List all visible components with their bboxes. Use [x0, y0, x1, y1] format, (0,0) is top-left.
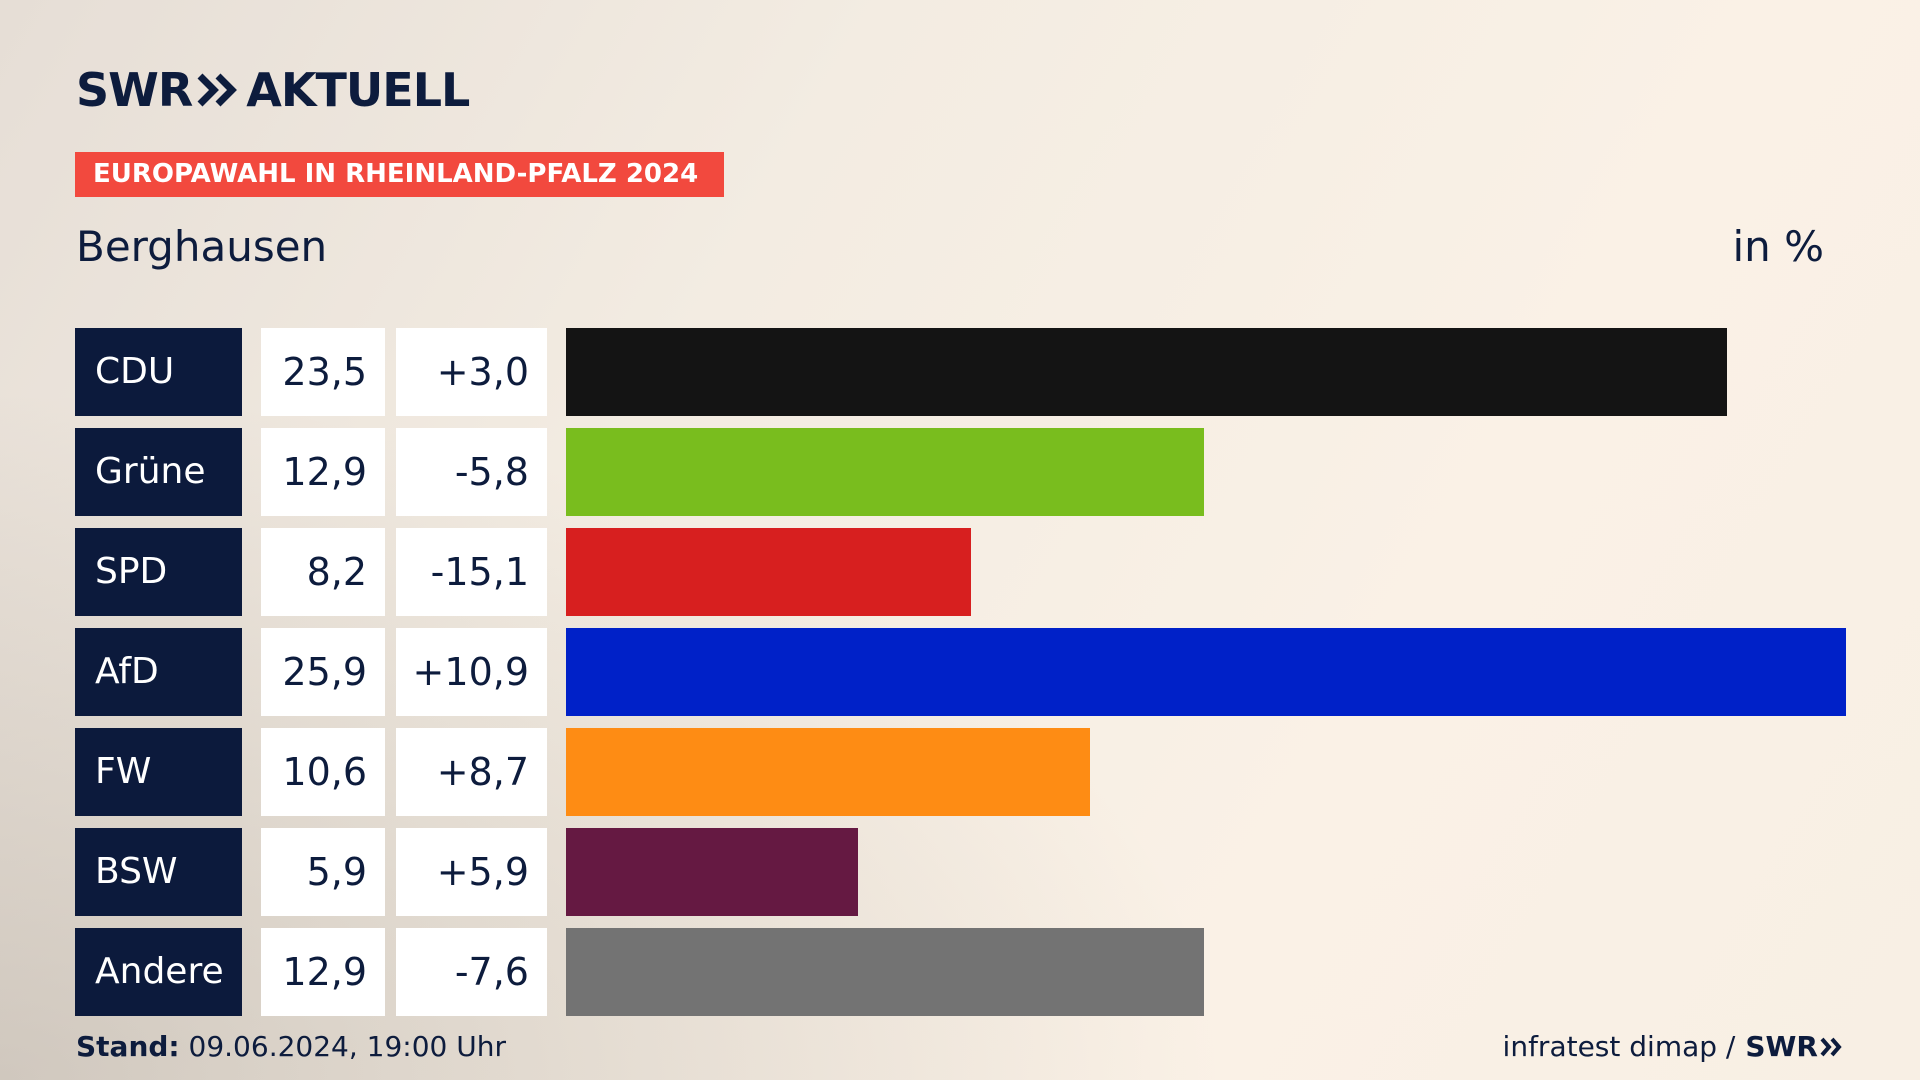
source-credit: infratest dimap / SWR — [1503, 1030, 1844, 1063]
source-text: infratest dimap / — [1502, 1030, 1736, 1063]
result-bar — [566, 628, 1846, 716]
vote-change-value: +8,7 — [396, 728, 547, 816]
party-label: Grüne — [75, 428, 242, 516]
logo-swr-text: SWR — [76, 63, 193, 117]
vote-share-value: 8,2 — [261, 528, 385, 616]
result-bar — [566, 828, 858, 916]
result-bar — [566, 528, 971, 616]
result-row: AfD 25,9 +10,9 — [75, 628, 1846, 716]
double-chevron-small-icon — [1820, 1037, 1842, 1056]
vote-share-value: 12,9 — [261, 928, 385, 1016]
source-swr-text: SWR — [1745, 1030, 1818, 1063]
vote-change-value: -5,8 — [396, 428, 547, 516]
logo-aktuell-text: AKTUELL — [246, 63, 470, 117]
party-label: BSW — [75, 828, 242, 916]
party-label: Andere — [75, 928, 242, 1016]
result-bar — [566, 328, 1727, 416]
election-banner: EUROPAWAHL IN RHEINLAND-PFALZ 2024 — [75, 152, 724, 197]
vote-change-value: -15,1 — [396, 528, 547, 616]
timestamp: Stand: 09.06.2024, 19:00 Uhr — [76, 1030, 506, 1063]
result-bar — [566, 928, 1204, 1016]
result-row: Andere 12,9 -7,6 — [75, 928, 1845, 1016]
vote-change-value: +5,9 — [396, 828, 547, 916]
unit-label: in % — [1732, 222, 1824, 271]
vote-change-value: +3,0 — [396, 328, 547, 416]
party-label: CDU — [75, 328, 242, 416]
party-label: SPD — [75, 528, 242, 616]
vote-share-value: 25,9 — [261, 628, 385, 716]
result-row: BSW 5,9 +5,9 — [75, 828, 1845, 916]
vote-change-value: +10,9 — [396, 628, 547, 716]
vote-share-value: 10,6 — [261, 728, 385, 816]
double-chevron-icon — [197, 73, 238, 107]
result-row: SPD 8,2 -15,1 — [75, 528, 1845, 616]
vote-share-value: 23,5 — [261, 328, 385, 416]
result-row: CDU 23,5 +3,0 — [75, 328, 1845, 416]
result-row: Grüne 12,9 -5,8 — [75, 428, 1845, 516]
result-row: FW 10,6 +8,7 — [75, 728, 1845, 816]
vote-change-value: -7,6 — [396, 928, 547, 1016]
result-bar — [566, 728, 1090, 816]
vote-share-value: 5,9 — [261, 828, 385, 916]
vote-share-value: 12,9 — [261, 428, 385, 516]
swr-aktuell-logo: SWR AKTUELL — [76, 63, 470, 117]
source-swr-logo: SWR — [1745, 1030, 1844, 1063]
location-title: Berghausen — [76, 222, 328, 271]
stand-value: 09.06.2024, 19:00 Uhr — [188, 1030, 506, 1063]
stand-label: Stand: — [76, 1030, 180, 1063]
result-bar — [566, 428, 1204, 516]
party-label: AfD — [75, 628, 242, 716]
party-label: FW — [75, 728, 242, 816]
